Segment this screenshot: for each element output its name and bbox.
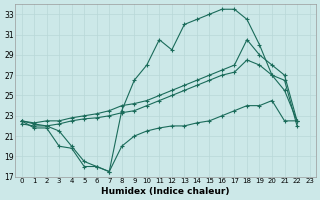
X-axis label: Humidex (Indice chaleur): Humidex (Indice chaleur)	[101, 187, 230, 196]
